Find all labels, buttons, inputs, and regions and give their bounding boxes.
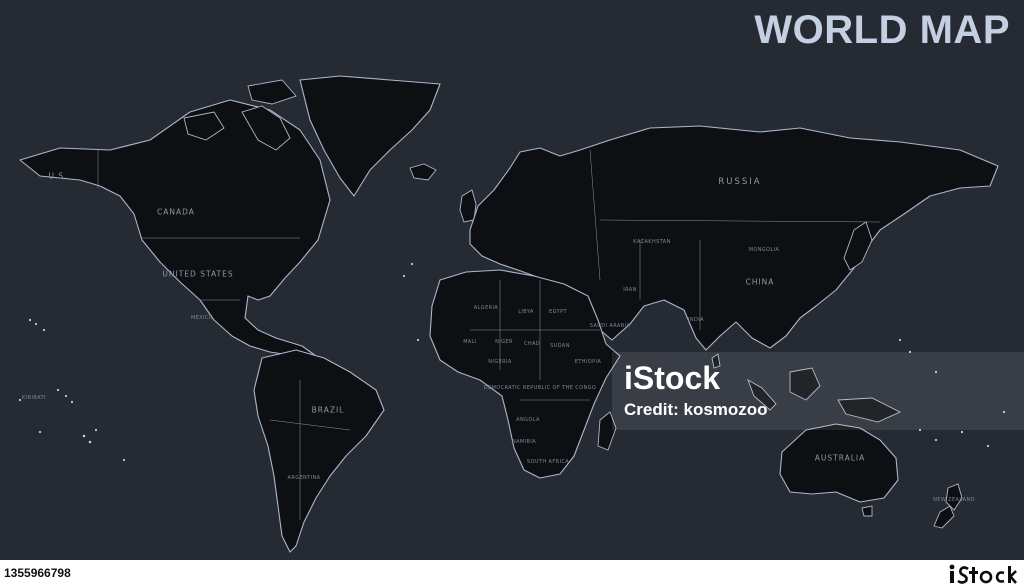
- label-south-africa: SOUTH AFRICA: [526, 459, 570, 465]
- world-map: [18, 75, 1006, 553]
- label-argentina: ARGENTINA: [287, 475, 321, 481]
- label-russia: RUSSIA: [718, 177, 762, 187]
- label-nigeria: NIGERIA: [488, 359, 512, 365]
- island-madagascar: [597, 411, 617, 451]
- label-mali: MALI: [463, 339, 477, 345]
- label-australia: AUSTRALIA: [814, 453, 866, 463]
- landmass-north-america: [19, 99, 331, 357]
- label-niger: NIGER: [495, 339, 513, 345]
- map-title: WORLD MAP: [754, 8, 1010, 52]
- label-drc: DEMOCRATIC REPUBLIC OF THE CONGO: [483, 385, 597, 391]
- island-new-zealand-north: [945, 483, 963, 511]
- island-sri-lanka: [711, 353, 721, 369]
- label-new-zealand: NEW ZEALAND: [933, 497, 975, 503]
- label-libya: LIBYA: [518, 309, 534, 315]
- label-brazil: BRAZIL: [311, 405, 345, 415]
- label-chad: CHAD: [523, 341, 541, 347]
- country-borders: [97, 149, 881, 520]
- pacific-islands: [18, 262, 1006, 462]
- label-canada: CANADA: [157, 207, 195, 217]
- watermark-credit: Credit: kosmozoo: [624, 400, 768, 419]
- landmass-greenland: [299, 75, 441, 197]
- label-egypt: EGYPT: [549, 309, 567, 315]
- label-united-states: UNITED STATES: [162, 269, 234, 279]
- label-us: U.S.: [48, 171, 68, 181]
- label-sudan: SUDAN: [550, 343, 570, 349]
- label-mongolia: MONGOLIA: [748, 247, 780, 253]
- map-canvas: WORLD MAP U.S. CANADA UNITED STATES MEXI…: [18, 8, 1024, 553]
- island-tasmania: [861, 505, 873, 517]
- island-ellesmere: [247, 79, 297, 105]
- landmass-south-america: [253, 349, 385, 553]
- island-new-guinea: [837, 397, 902, 423]
- label-angola: ANGOLA: [516, 417, 540, 423]
- island-victoria: [183, 111, 225, 141]
- island-borneo: [789, 367, 821, 401]
- label-namibia: NAMIBIA: [511, 439, 537, 445]
- istock-logo-icon: [949, 564, 1017, 584]
- island-baffin: [241, 105, 291, 151]
- watermark-band: [612, 352, 1024, 430]
- label-china: CHINA: [745, 277, 775, 287]
- label-kiribati: KIRIBATI: [22, 395, 46, 401]
- island-great-britain: [459, 189, 477, 223]
- label-india: INDIA: [688, 317, 704, 323]
- landmass-australia: [779, 423, 899, 503]
- island-new-zealand-south: [933, 505, 955, 529]
- label-saudi-arabia: SAUDI ARABIA: [589, 323, 631, 329]
- landmass-africa: [429, 269, 621, 479]
- label-kazakhstan: KAZAKHSTAN: [633, 239, 671, 245]
- watermark-logo: iStock: [624, 360, 721, 396]
- label-iran: IRAN: [623, 287, 637, 293]
- footer-bar: 1355966798: [0, 560, 1024, 588]
- label-algeria: ALGERIA: [473, 305, 499, 311]
- island-sumatra: [747, 378, 777, 411]
- island-iceland: [409, 163, 437, 181]
- label-ethiopia: ETHIOPIA: [574, 359, 602, 365]
- label-mexico: MEXICO: [190, 315, 214, 321]
- image-id: 1355966798: [4, 566, 71, 580]
